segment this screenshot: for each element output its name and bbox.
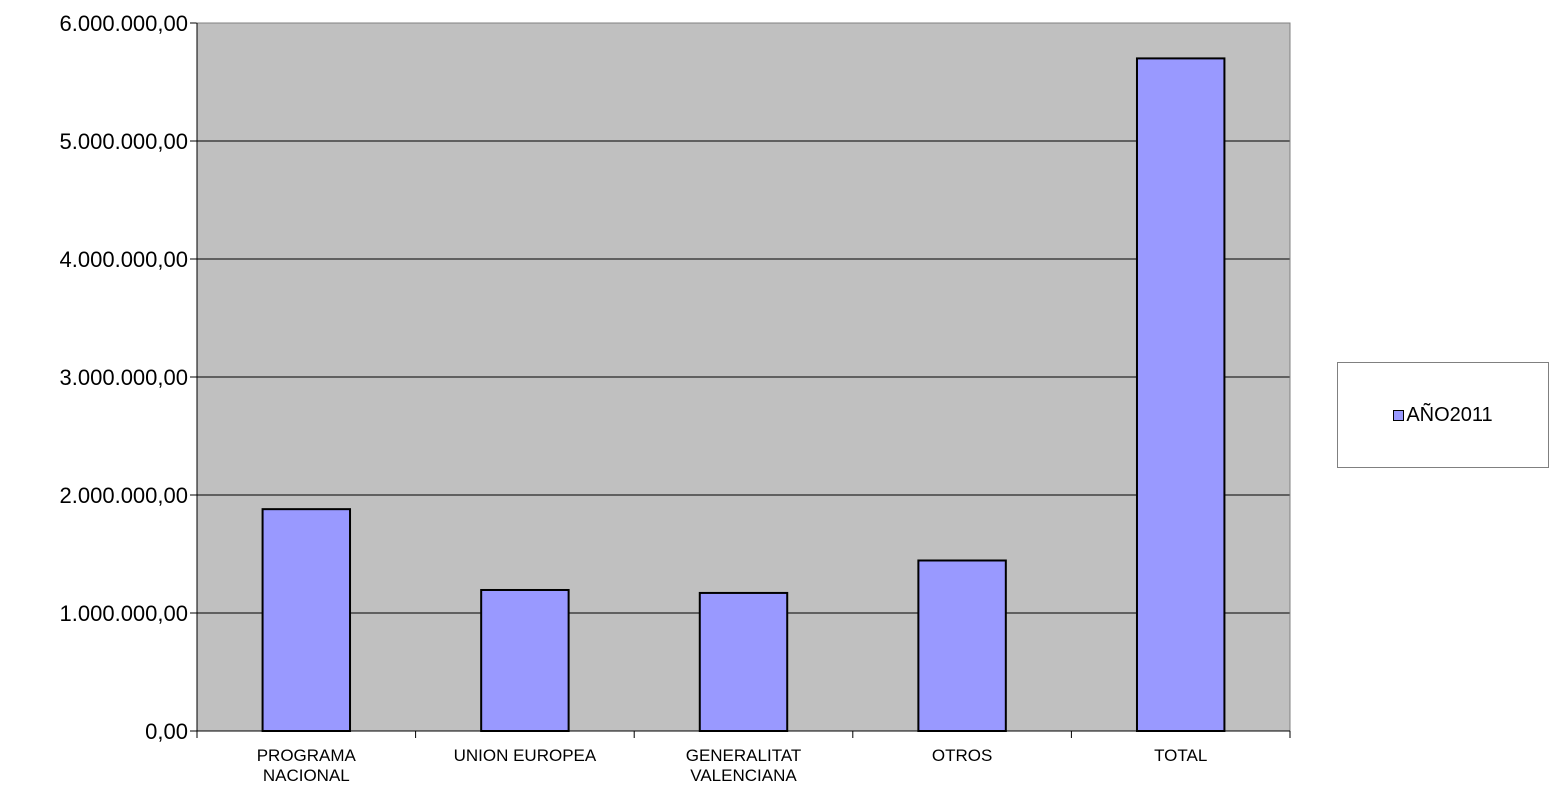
y-tick-label: 3.000.000,00 [60,365,188,390]
y-axis-tick-labels: 0,00 1.000.000,00 2.000.000,00 3.000.000,00… [60,11,188,744]
legend: AÑO2011 [1337,362,1549,468]
bar [1135,57,1226,732]
x-tick-label: UNION EUROPEA [454,746,597,765]
bar [917,559,1007,732]
x-axis-tick-labels: PROGRAMA NACIONAL UNION EUROPEA GENERALITAT… [257,746,1208,785]
x-tick-label: TOTAL [1154,746,1207,765]
legend-label: AÑO2011 [1406,403,1493,426]
y-tick-label: 1.000.000,00 [60,601,188,626]
y-tick-label: 4.000.000,00 [60,247,188,272]
bar [261,508,352,732]
x-tick-label: GENERALITAT VALENCIANA [686,746,802,785]
bar [480,588,570,732]
y-tick-label: 5.000.000,00 [60,129,188,154]
bars [261,57,1226,732]
legend-swatch [1393,409,1405,421]
bar [698,591,789,732]
axes [190,22,1291,738]
y-tick-label: 0,00 [145,719,188,744]
x-tick-label: OTROS [932,746,992,765]
y-tick-label: 2.000.000,00 [60,483,188,508]
x-tick-label: PROGRAMA NACIONAL [257,746,357,785]
y-tick-label: 6.000.000,00 [60,11,188,36]
